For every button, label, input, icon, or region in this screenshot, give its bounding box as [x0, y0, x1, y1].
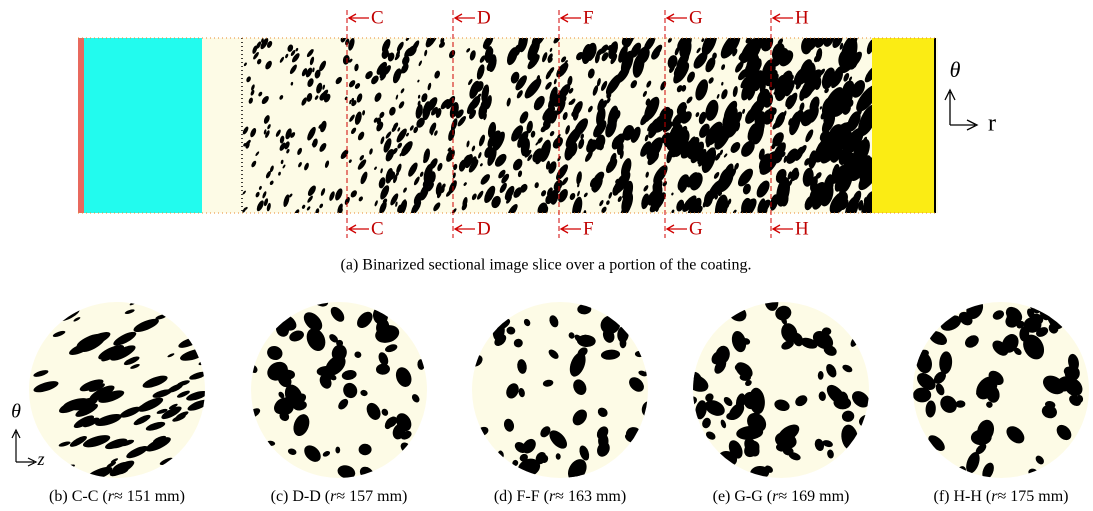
- caption-part: (e) G-G (: [713, 488, 773, 505]
- caption-part: ≈ 157 mm): [336, 488, 407, 505]
- axis-r: r: [988, 111, 996, 137]
- section-arrow: [561, 14, 581, 22]
- axis-theta-b: θ: [11, 401, 21, 423]
- section-label: H: [795, 218, 809, 239]
- section-label: D: [477, 7, 491, 28]
- panels: (b) C-C (r≈ 151 mm) (c) D-D (r≈ 157 mm) (d…: [29, 292, 1089, 505]
- panel-caption: (d) F-F (r≈ 163 mm): [494, 488, 626, 505]
- section-label: C: [371, 218, 384, 239]
- section-arrow: [773, 14, 793, 22]
- axis-z: z: [36, 449, 44, 469]
- section-label: F: [583, 218, 594, 239]
- section-arrow: [773, 225, 793, 233]
- axis-arrows: [945, 90, 977, 130]
- caption-part: (b) C-C (: [49, 488, 108, 505]
- cyan-layer: [84, 38, 202, 213]
- section-arrow: [667, 14, 687, 22]
- panel-caption: (f) H-H (r≈ 175 mm): [934, 488, 1069, 505]
- section-arrow: [667, 225, 687, 233]
- section-label: H: [795, 7, 809, 28]
- section-arrow: [349, 225, 369, 233]
- panel-caption: (e) G-G (r≈ 169 mm): [713, 488, 850, 505]
- figure: C C D D F F G G H H θ r (a) Binarized sectional i…: [0, 0, 1093, 511]
- section-arrow: [455, 225, 475, 233]
- axis-theta: θ: [950, 57, 961, 82]
- section-label: F: [583, 7, 594, 28]
- section-arrow: [349, 14, 369, 22]
- section-label: G: [689, 7, 703, 28]
- panel-caption: (c) D-D (r≈ 157 mm): [271, 488, 408, 505]
- section-label: D: [477, 218, 491, 239]
- axis-arrows-b: [12, 430, 36, 466]
- section-arrow: [455, 14, 475, 22]
- section-label: G: [689, 218, 703, 239]
- caption-part: (d) F-F (: [494, 488, 549, 505]
- caption-part: ≈ 163 mm): [555, 488, 626, 505]
- section-label: C: [371, 7, 384, 28]
- panel-bg: [29, 302, 205, 478]
- outer-edge: [78, 38, 84, 213]
- caption-part: ≈ 151 mm): [114, 488, 185, 505]
- caption-part: (f) H-H (: [934, 488, 992, 505]
- panel-caption: (b) C-C (r≈ 151 mm): [49, 488, 185, 505]
- section-arrow: [561, 225, 581, 233]
- yellow-layer: [872, 38, 935, 213]
- caption-part: ≈ 175 mm): [997, 488, 1068, 505]
- caption-a: (a) Binarized sectional image slice over…: [341, 257, 752, 274]
- panel-bg: [693, 302, 869, 478]
- caption-part: (c) D-D (: [271, 488, 331, 505]
- caption-part: ≈ 169 mm): [778, 488, 849, 505]
